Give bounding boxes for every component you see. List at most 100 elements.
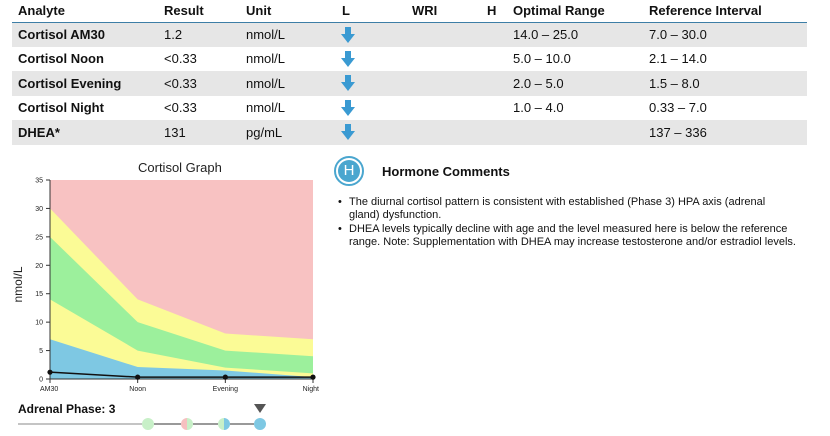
header-result: Result (158, 0, 240, 23)
phase-marker-half (187, 418, 193, 430)
results-table: Analyte Result Unit L WRI H Optimal Rang… (12, 0, 807, 145)
cell-analyte: Cortisol Evening (12, 71, 158, 96)
header-reference: Reference Interval (643, 0, 807, 23)
result-point (47, 369, 53, 375)
cell-low-flag (336, 96, 406, 121)
phase-marker-half (181, 418, 187, 430)
cell-result: <0.33 (158, 71, 240, 96)
y-tick-label: 20 (35, 263, 43, 270)
table-row: Cortisol Evening <0.33 nmol/L 2.0 – 5.0 1.5 … (12, 71, 807, 96)
cell-reference: 2.1 – 14.0 (649, 51, 707, 67)
chart-title: Cortisol Graph (138, 160, 222, 175)
phase-pointer-icon (254, 404, 266, 413)
x-tick-label: Noon (129, 386, 146, 393)
y-tick-label: 30 (35, 206, 43, 213)
cell-unit: nmol/L (240, 71, 336, 96)
comment-item: The diurnal cortisol pattern is consiste… (338, 196, 798, 221)
cell-high-flag (481, 96, 507, 121)
phase-marker-half (260, 418, 266, 430)
cell-wri (406, 22, 481, 47)
low-arrow-icon (341, 26, 355, 43)
x-tick-label: AM30 (40, 386, 58, 393)
cell-optimal: 14.0 – 25.0 (507, 22, 643, 47)
header-h: H (481, 0, 507, 23)
result-line (49, 371, 313, 378)
low-arrow-icon (341, 99, 355, 116)
cell-low-flag (336, 120, 406, 145)
cell-unit: pg/mL (240, 120, 336, 145)
cell-optimal: 2.0 – 5.0 (507, 71, 643, 96)
cell-high-flag (481, 22, 507, 47)
result-point (310, 374, 316, 380)
table-header-row: Analyte Result Unit L WRI H Optimal Rang… (12, 0, 807, 23)
cell-reference: 7.0 – 30.0 (643, 22, 807, 47)
cell-wri (406, 120, 481, 145)
low-arrow-icon (341, 75, 355, 92)
header-optimal: Optimal Range (507, 0, 643, 23)
y-tick-label: 15 (35, 291, 43, 298)
header-l: L (336, 0, 406, 23)
badge-letter: H (338, 160, 360, 182)
cell-result: 131 (158, 120, 240, 145)
cell-high-flag (481, 71, 507, 96)
cell-optimal: 1.0 – 4.0 (513, 100, 564, 116)
cell-result: <0.33 (164, 100, 197, 116)
range-band-1 (50, 208, 313, 379)
x-tick-label: Night (303, 386, 319, 393)
header-analyte: Analyte (12, 0, 158, 23)
adrenal-phase-text: Adrenal Phase: (18, 402, 106, 416)
y-tick-label: 5 (39, 348, 43, 355)
phase-marker-half (224, 418, 230, 430)
cell-result: <0.33 (164, 51, 197, 67)
cell-unit: nmol/L (246, 51, 286, 67)
y-axis-label: nmol/L (11, 266, 25, 302)
table-row: Cortisol AM30 1.2 nmol/L 14.0 – 25.0 7.0 – 3… (12, 22, 807, 47)
cell-unit: nmol/L (240, 22, 336, 47)
cell-high-flag (481, 47, 507, 72)
y-tick-label: 35 (35, 178, 43, 185)
cell-optimal (507, 120, 643, 145)
cell-optimal: 5.0 – 10.0 (513, 51, 571, 67)
cell-low-flag (336, 22, 406, 47)
phase-marker-half (148, 418, 154, 430)
table-body: Cortisol AM30 1.2 nmol/L 14.0 – 25.0 7.0 – 3… (12, 22, 807, 145)
cell-analyte: Cortisol Night (18, 100, 104, 116)
y-tick-label: 10 (35, 320, 43, 327)
cell-reference: 0.33 – 7.0 (649, 100, 707, 116)
cell-low-flag (336, 47, 406, 72)
table-row: Cortisol Noon <0.33 nmol/L 5.0 – 10.0 2.1 – … (12, 47, 807, 72)
low-arrow-icon (341, 124, 355, 141)
comments-list: The diurnal cortisol pattern is consiste… (338, 196, 798, 250)
header-unit: Unit (240, 0, 336, 23)
y-tick-label: 25 (35, 234, 43, 241)
cell-unit: nmol/L (246, 100, 286, 116)
comment-item: DHEA levels typically decline with age a… (338, 223, 798, 248)
phase-marker-half (142, 418, 148, 430)
phase-marker-half (254, 418, 260, 430)
range-band-0 (50, 180, 313, 379)
adrenal-phase-value: 3 (108, 402, 116, 416)
header-wri: WRI (406, 0, 481, 23)
hormone-badge-icon: H (334, 156, 364, 186)
cell-analyte: Cortisol AM30 (12, 22, 158, 47)
table-row: Cortisol Night <0.33 nmol/L 1.0 – 4.0 0.33 –… (12, 96, 807, 121)
x-tick-label: Evening (213, 386, 238, 393)
range-band-3 (50, 299, 313, 379)
cell-analyte: Cortisol Noon (18, 51, 104, 67)
table-row: DHEA* 131 pg/mL 137 – 336 (12, 120, 807, 145)
low-arrow-icon (341, 50, 355, 67)
cell-wri (406, 96, 481, 121)
result-point (135, 374, 141, 380)
y-tick-label: 0 (39, 377, 43, 384)
phase-marker-half (218, 418, 224, 430)
result-point (222, 374, 228, 380)
range-band-2 (50, 236, 313, 379)
cell-result: 1.2 (158, 22, 240, 47)
cell-reference: 137 – 336 (643, 120, 807, 145)
cell-high-flag (481, 120, 507, 145)
cell-reference: 1.5 – 8.0 (643, 71, 807, 96)
cell-low-flag (336, 71, 406, 96)
range-band-4 (50, 339, 313, 379)
cell-analyte: DHEA* (12, 120, 158, 145)
cell-wri (406, 71, 481, 96)
